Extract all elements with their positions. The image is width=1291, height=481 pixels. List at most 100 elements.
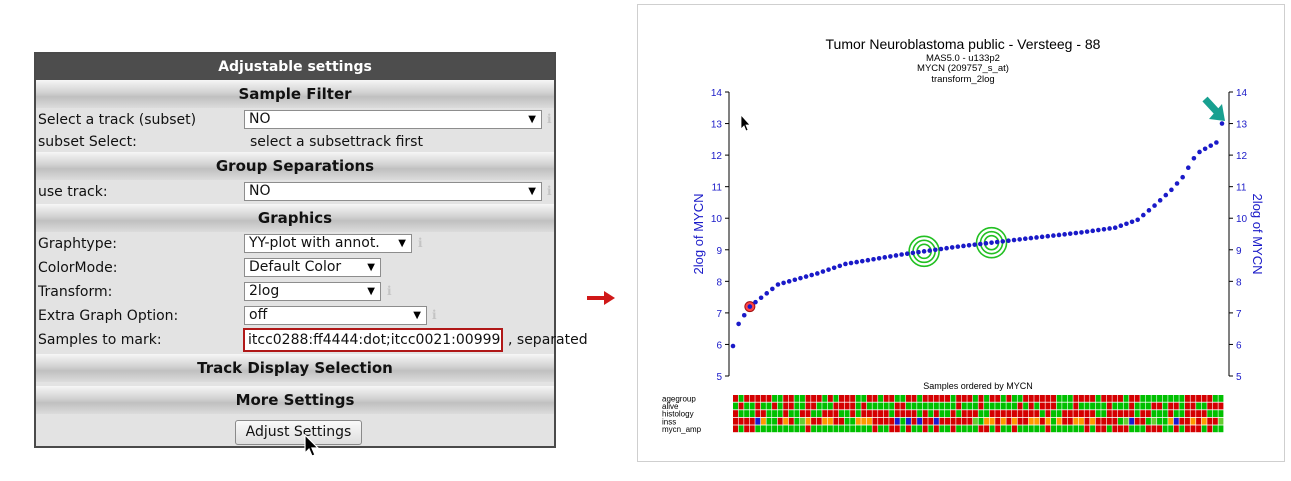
annotation-cell (1039, 417, 1045, 425)
info-icon[interactable]: i (418, 236, 423, 250)
chart-subtitle-1: MAS5.0 - u133p2 (926, 53, 1000, 64)
data-point (1017, 237, 1022, 242)
annotation-cell (956, 417, 962, 425)
extra-graph-select[interactable]: off ▼ (244, 306, 427, 325)
data-point (1174, 181, 1180, 186)
annotation-cell (1184, 425, 1190, 433)
data-point (893, 253, 899, 258)
data-points (730, 121, 1225, 349)
section-more-settings[interactable]: More Settings (36, 386, 554, 414)
annotation-cell (1123, 417, 1129, 425)
annotation-cell (950, 395, 956, 402)
info-icon[interactable]: i (547, 112, 552, 126)
annotation-cell (1190, 402, 1196, 410)
annotation-cell (1056, 395, 1062, 402)
transform-select[interactable]: 2log ▼ (244, 282, 381, 301)
annotation-cell (1051, 425, 1057, 433)
annotation-cell (950, 410, 956, 417)
annotation-cell (961, 395, 967, 402)
annotation-cell (900, 395, 906, 402)
annotation-cell (945, 417, 951, 425)
annotation-cell (995, 417, 1001, 425)
annotation-cell (772, 417, 778, 425)
info-icon[interactable]: i (387, 284, 392, 298)
annotation-cell (1028, 395, 1034, 402)
right-tick-label: 10 (1236, 214, 1248, 225)
section-sample-filter[interactable]: Sample Filter (36, 80, 554, 108)
annotation-cell (1140, 425, 1146, 433)
subset-select-value: select a subsettrack first (250, 134, 423, 150)
annotation-cell (1129, 402, 1135, 410)
annotation-cell (844, 402, 850, 410)
annotation-cell (827, 410, 833, 417)
annotation-cell (995, 395, 1001, 402)
annotation-cell (833, 417, 839, 425)
annotation-cell (1028, 402, 1034, 410)
data-point (741, 312, 747, 318)
info-icon[interactable]: i (547, 184, 552, 198)
data-point (1062, 232, 1067, 237)
annotation-cell (783, 425, 789, 433)
annotation-cell (861, 402, 867, 410)
annotation-cell (866, 410, 872, 417)
annotation-cell (1056, 402, 1062, 410)
annotation-cell (827, 417, 833, 425)
samples-to-mark-input[interactable]: itcc0288:ff4444:dot;itcc0021:00999 (243, 328, 503, 352)
annotation-cell (1017, 402, 1023, 410)
annotation-cell (805, 425, 811, 433)
annotation-cell (799, 395, 805, 402)
annotation-cell (1117, 395, 1123, 402)
annotation-cell (1067, 425, 1073, 433)
annotation-cell (900, 402, 906, 410)
data-point (843, 261, 848, 267)
annotation-cell (1028, 410, 1034, 417)
data-point (764, 291, 770, 296)
row-transform: Transform: 2log ▼ i (36, 280, 554, 304)
section-track-display[interactable]: Track Display Selection (36, 354, 554, 382)
right-ticks: 5 6 7 8 9 10 11 12 13 14 (1229, 88, 1248, 383)
annotation-cell (1173, 417, 1179, 425)
annotation-cell (760, 395, 766, 402)
track-subset-select[interactable]: NO ▼ (244, 110, 542, 129)
annotation-cell (1056, 417, 1062, 425)
annotation-cell (1101, 425, 1107, 433)
use-track-select[interactable]: NO ▼ (244, 182, 542, 201)
annotation-cell (1162, 395, 1168, 402)
adjust-settings-button[interactable]: Adjust Settings (235, 420, 362, 445)
annotation-cell (1062, 417, 1068, 425)
data-point (1124, 221, 1129, 227)
data-point (753, 299, 758, 305)
annotation-cell (1095, 410, 1101, 417)
annotation-cell (1034, 417, 1040, 425)
annotation-cell (872, 395, 878, 402)
annotation-cell (816, 417, 822, 425)
annotation-heatmap (733, 395, 1224, 433)
annotation-cell (1062, 425, 1068, 433)
info-icon[interactable]: i (432, 308, 437, 322)
annotation-cell (978, 395, 984, 402)
graphtype-select[interactable]: YY-plot with annot. ▼ (244, 234, 412, 253)
section-group-separations[interactable]: Group Separations (36, 152, 554, 180)
annotation-cell (922, 417, 928, 425)
data-point (955, 244, 961, 249)
annotation-cell (978, 425, 984, 433)
data-point (1079, 230, 1084, 235)
colormode-select[interactable]: Default Color ▼ (244, 258, 381, 277)
annotation-cell (956, 425, 962, 433)
annotation-cell (1140, 402, 1146, 410)
annotation-cell (894, 395, 900, 402)
annotation-cell (1201, 410, 1207, 417)
annotation-cell (989, 410, 995, 417)
annotation-cell (1212, 402, 1218, 410)
samples-to-mark-suffix: , separated (508, 332, 588, 348)
use-track-label: use track: (38, 184, 108, 200)
left-tick-label: 14 (711, 88, 723, 99)
annotation-cell (950, 402, 956, 410)
right-tick-label: 8 (1236, 277, 1242, 288)
section-graphics[interactable]: Graphics (36, 204, 554, 232)
annotation-cell (1157, 417, 1163, 425)
annotation-cell (1000, 417, 1006, 425)
data-point (837, 263, 843, 269)
annotation-cell (733, 402, 738, 410)
annotation-cell (1045, 425, 1051, 433)
